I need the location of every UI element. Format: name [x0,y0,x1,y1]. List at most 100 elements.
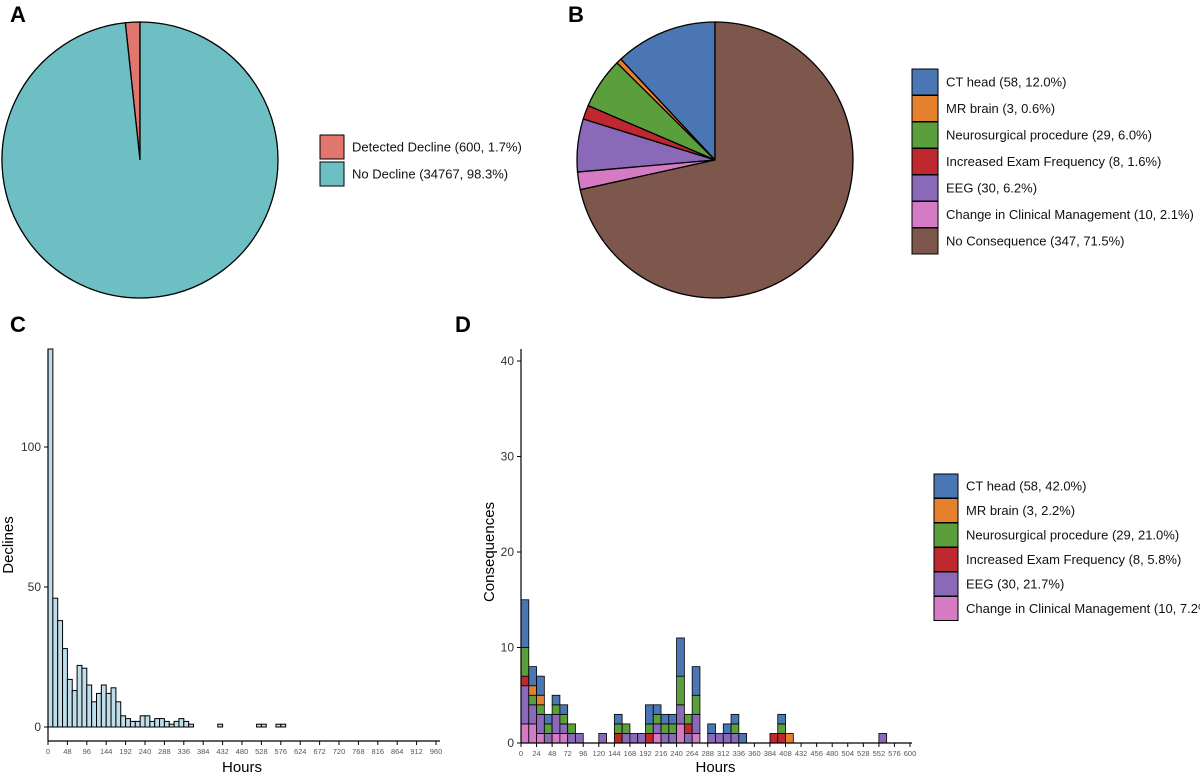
stacked-bar-segment [676,675,685,706]
legend-label-1-4: EEG (30, 6.2%) [946,181,1037,196]
legend-label-1-5: Change in Clinical Management (10, 2.1%) [946,207,1194,222]
stacked-bar-segment [551,694,561,706]
legend-label-1-6: No Consequence (347, 71.5%) [946,234,1125,249]
legend-key-0-0 [319,134,345,160]
histogram-bar [188,723,194,728]
y-tick-label: 100 [21,440,41,454]
stacked-bar-segment [652,733,662,744]
x-tick-label: 144 [608,749,621,758]
stacked-bar-segment [652,713,662,725]
x-tick-label: 192 [119,747,132,756]
stacked-bar-segment [543,723,553,734]
x-tick-label: 528 [857,749,870,758]
histogram-bar [62,648,68,728]
x-tick-label: 768 [352,747,365,756]
histogram-bar [76,664,83,728]
panel-label-b: B [568,2,584,27]
stacked-bar-segment [668,723,678,734]
pie-slice-0-1 [1,21,279,299]
stacked-bar-segment [551,713,561,734]
stacked-bar-segment [645,733,654,744]
stacked-bar-segment [520,599,530,648]
x-tick-label: 336 [733,749,746,758]
stacked-bar-segment [528,685,537,696]
panel-label-a: A [10,2,26,27]
stacked-bar-segment [543,733,553,744]
stacked-bar-segment [683,723,693,734]
x-tick-label: 432 [216,747,229,756]
stacked-bar-segment [683,733,693,744]
legend-key-1-6 [911,227,939,255]
legend-label-1-0: CT head (58, 12.0%) [946,75,1066,90]
stacked-bar-segment [878,733,888,744]
stacked-bar-segment [536,704,545,715]
x-tick-label: 816 [372,747,385,756]
histogram-bar [178,718,185,728]
x-tick-label: 480 [826,749,839,758]
x-tick-label: 720 [333,747,346,756]
pie-chart-a [1,21,279,299]
histogram-bar [168,723,175,728]
stacked-bar-segment [683,713,693,725]
x-tick-label: 288 [158,747,171,756]
histogram-bar [154,718,161,728]
x-tick-label: 48 [63,747,71,756]
stacked-bar-segment [528,694,537,706]
stacked-bar-segment [676,704,685,725]
stacked-bar-segment [528,723,537,744]
histogram-bar [81,667,88,728]
x-tick-label: 120 [593,749,606,758]
histogram-bar [159,718,165,728]
x-tick-label: 960 [430,747,443,756]
legend-a: Detected Decline (600, 1.7%) No Decline (… [319,134,522,187]
x-tick-label: 72 [564,749,572,758]
stacked-bar-segment [715,733,724,744]
stacked-bar-segment [645,723,654,734]
stacked-bar-segment [730,723,740,734]
stacked-bar-segment [520,647,530,677]
x-tick-label: 504 [842,749,855,758]
pie-slice-1-0 [619,21,716,162]
legend-key-3-1 [933,498,959,523]
stacked-bar-segment [528,666,537,687]
stacked-bar-segment [559,723,569,734]
stacked-bar-segment [738,733,748,744]
legend-d: CT head (58, 42.0%) MR brain (3, 2.2%) Neu… [933,473,1200,621]
x-tick-label: 264 [686,749,699,758]
stacked-bar-segment [536,694,545,706]
histogram-bar [256,723,262,728]
stacked-bar-segment [598,733,607,744]
x-tick-label: 480 [236,747,249,756]
histogram-bar [57,620,64,728]
y-tick-label: 0 [507,736,514,750]
stacked-bar-segment [559,713,569,725]
x-tick-label: 240 [139,747,152,756]
x-tick-label: 408 [779,749,792,758]
histogram-bar [52,597,59,728]
x-tick-label: 552 [873,749,886,758]
histogram-bar [260,723,267,728]
legend-label-3-1: MR brain (3, 2.2%) [966,503,1075,518]
histogram-bar [120,715,127,728]
histogram-bar [91,701,98,728]
legend-key-1-4 [911,174,939,202]
x-tick-label: 576 [275,747,288,756]
stacked-bar-segment [777,733,786,744]
histogram-bar [149,720,156,728]
legend-label-1-1: MR brain (3, 0.6%) [946,101,1055,116]
x-tick-label: 672 [313,747,326,756]
stacked-bar-segment [637,733,646,744]
legend-key-3-2 [933,522,959,548]
x-tick-label: 96 [579,749,587,758]
legend-key-3-3 [933,547,959,572]
stacked-bar-segment [691,666,701,696]
stacked-bar-segment [536,733,545,744]
stacked-bar-segment [536,713,545,734]
histogram-bar [275,723,282,728]
legend-b: CT head (58, 12.0%) MR brain (3, 0.6%) Neu… [911,68,1194,255]
stacked-bar-segment [660,733,670,744]
x-axis-title: Hours [222,759,262,775]
stacked-histogram-d: 0 10 20 30 40 0 24 48 72 96 120 144 168 192 216 240 264 2… [481,349,916,776]
legend-label-0-1: No Decline (34767, 98.3%) [352,167,508,182]
stacked-bar-segment [668,733,678,744]
